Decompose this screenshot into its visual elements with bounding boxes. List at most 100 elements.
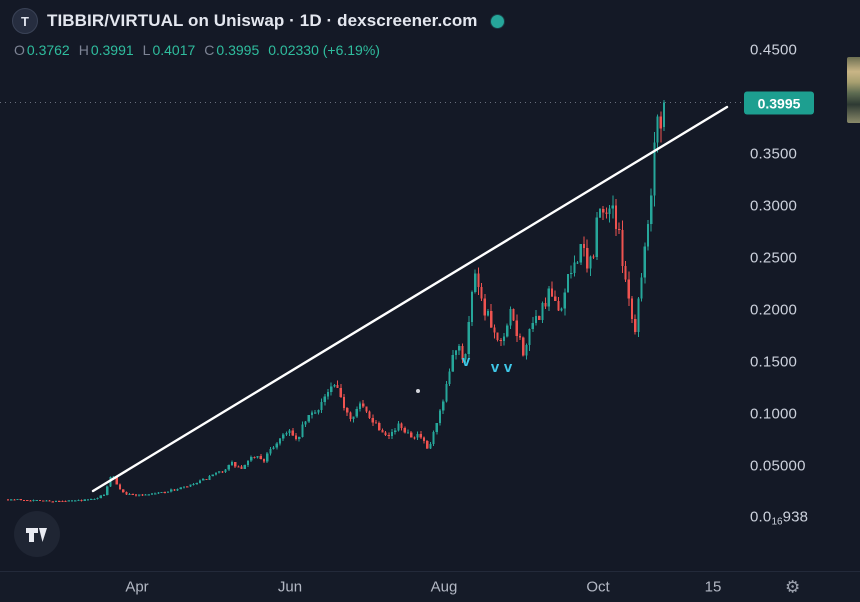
candle [285, 431, 288, 437]
candle [413, 436, 416, 440]
candle [362, 400, 365, 409]
candle [525, 343, 528, 360]
candle [586, 239, 589, 273]
candle [355, 406, 358, 418]
last-price-value: 0.3995 [757, 95, 801, 111]
v-drawing-mark[interactable]: v [491, 359, 500, 376]
candle [160, 491, 163, 494]
candle [147, 494, 150, 496]
candle [170, 488, 173, 493]
candle [573, 255, 576, 277]
candle [144, 494, 147, 496]
candle [214, 472, 218, 476]
candle [278, 438, 282, 446]
ohlc-low: L 0.4017 [143, 42, 196, 58]
candle [650, 188, 653, 232]
candle [358, 401, 362, 412]
candle [365, 406, 368, 413]
candle [509, 306, 512, 330]
candle [499, 337, 502, 346]
candle [208, 475, 211, 481]
candle [70, 499, 74, 502]
candle [605, 207, 608, 219]
candle [349, 411, 352, 422]
candle [35, 499, 38, 501]
candle [512, 308, 515, 321]
candle [486, 309, 490, 317]
candle [42, 500, 45, 502]
candle [16, 499, 19, 501]
candle [304, 421, 307, 427]
candle [378, 421, 381, 432]
time-axis[interactable]: ⚙ Apr Jun Aug Oct 15 [0, 571, 860, 602]
candle [608, 205, 611, 223]
candle [464, 353, 467, 364]
candle [310, 410, 314, 419]
candle [138, 494, 141, 497]
v-drawing-mark[interactable]: v [504, 359, 513, 376]
candle [253, 456, 256, 459]
candle [416, 431, 419, 440]
candle [19, 499, 22, 501]
candle [186, 485, 189, 488]
candle [474, 269, 477, 294]
candle [406, 429, 410, 434]
candle [67, 500, 70, 502]
token-icon[interactable]: T [12, 8, 38, 34]
candle [93, 498, 96, 501]
candle [659, 111, 662, 143]
candle [150, 492, 154, 495]
candle [195, 482, 198, 485]
price-axis-label: 0.1500 [750, 353, 798, 371]
ohlc-close: C 0.3995 [204, 42, 259, 58]
candle [502, 333, 506, 346]
candle [390, 428, 394, 440]
candle [128, 493, 131, 495]
candle [506, 323, 509, 338]
candle [422, 436, 426, 444]
candle [77, 499, 80, 501]
settings-gear-icon[interactable]: ⚙ [785, 577, 801, 597]
price-axis-label: 0.2500 [750, 249, 798, 267]
candle [445, 380, 448, 403]
v-drawing-mark[interactable]: v [462, 353, 471, 370]
last-price-badge: 0.3995 [744, 91, 814, 115]
candle [563, 288, 566, 316]
candle [448, 368, 451, 386]
tradingview-logo-glyph [26, 528, 47, 542]
price-axis-label-subscript: 0.016938 [750, 508, 809, 528]
candle [48, 499, 51, 502]
price-axis-label: 0.05000 [750, 457, 806, 475]
candle [99, 495, 102, 499]
candle [381, 428, 384, 433]
candle [83, 499, 86, 502]
candle [634, 314, 637, 335]
candle [618, 222, 621, 234]
candle [330, 382, 333, 396]
time-axis-label: Jun [277, 578, 303, 596]
candle [643, 242, 646, 284]
candle [538, 315, 541, 321]
candle [246, 460, 250, 467]
candle [51, 501, 54, 503]
candle [602, 205, 605, 220]
candle [483, 293, 486, 321]
candle [346, 406, 349, 417]
price-axis[interactable]: 0.4500 0.3500 0.3000 0.2500 0.2000 0.1500 0.10… [742, 0, 860, 570]
candle [336, 380, 339, 389]
candle [522, 336, 525, 357]
candle [54, 500, 58, 502]
tradingview-logo[interactable] [14, 511, 60, 557]
candle [368, 410, 371, 420]
candle [646, 220, 650, 251]
candle [624, 261, 627, 282]
chart-title[interactable]: TIBBIR/VIRTUAL on Uniswap · 1D · dexscre… [47, 11, 478, 30]
connection-status-dot[interactable] [490, 14, 504, 28]
candle [6, 498, 10, 501]
candle [237, 465, 240, 468]
trend-line[interactable] [91, 105, 729, 493]
time-axis-label: Aug [430, 578, 458, 596]
candle [419, 431, 422, 439]
candle [426, 439, 429, 449]
